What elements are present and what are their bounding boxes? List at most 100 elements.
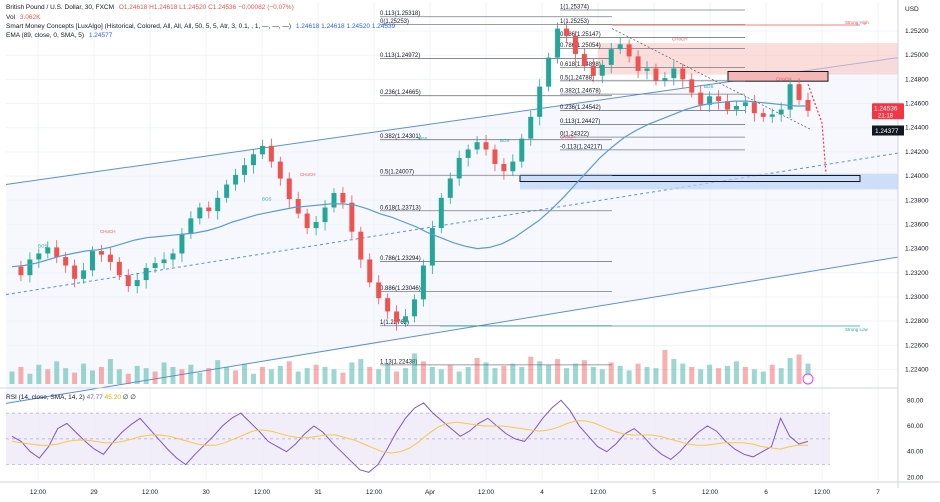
last-price-value: 1.24536: [874, 105, 898, 112]
price-axis-bg: [898, 0, 940, 502]
y-axis-tick-label: 1.24400: [905, 125, 929, 132]
volume-bar: [528, 356, 534, 384]
volume-bar: [537, 361, 543, 384]
volume-bar: [268, 369, 274, 384]
volume-bar: [152, 371, 158, 384]
channel-lower-line: [5, 256, 899, 404]
candle-body: [796, 84, 802, 100]
volume-bar: [438, 369, 444, 384]
volume-bar: [242, 363, 248, 384]
volume-bar: [179, 369, 185, 384]
candle-body: [161, 259, 167, 264]
fib-label-right: 1(1.25253): [560, 19, 589, 25]
rsi-value: 47.77: [86, 394, 103, 401]
candle-body: [385, 298, 391, 312]
candle-body: [125, 275, 131, 287]
fib-label-right: 0(1.24322): [560, 132, 589, 138]
volume-bar: [590, 367, 596, 384]
volume-bar: [277, 365, 283, 384]
volume-bar: [555, 359, 561, 384]
bos-label: BOS: [38, 243, 48, 248]
candle-body: [295, 199, 301, 214]
volume-bar: [572, 363, 578, 384]
x-axis-tick-label: 12:00: [254, 489, 271, 496]
volume-bar: [510, 363, 516, 384]
candle-body: [233, 174, 239, 185]
x-axis-tick-label: 7: [876, 489, 880, 496]
diagonal-projection-line: [611, 28, 813, 131]
volume-bar: [98, 367, 104, 384]
candle-body: [787, 84, 793, 110]
volume-bar: [250, 373, 256, 384]
rsi-ma-line: [11, 420, 808, 454]
candle-body: [27, 259, 33, 276]
volume-bar: [760, 371, 766, 384]
volume-bar: [483, 362, 489, 384]
x-axis-tick-label: 12:00: [702, 489, 719, 496]
candle-body: [769, 114, 775, 117]
volume-bar: [107, 359, 113, 384]
fib-label-left: 0(1.25253): [380, 19, 409, 25]
candle-body: [215, 197, 221, 212]
candle-body: [420, 265, 426, 300]
rsi-label[interactable]: RSI (14, close, SMA, 14, 2): [6, 394, 85, 401]
fib-label-right: 1(1.25374): [560, 4, 589, 10]
axis-currency-label: USD: [905, 6, 919, 13]
candle-body: [447, 178, 453, 198]
volume-bar: [72, 372, 78, 384]
rsi-ma-value: 45.20: [104, 394, 121, 401]
x-axis-tick-label: 12:00: [366, 489, 383, 496]
choch-label: CHoCH: [560, 135, 576, 140]
volume-bar: [27, 373, 33, 384]
candle-body: [465, 149, 471, 158]
ohlc-values: O1.24618 H1.24618 L1.24520 C1.24536 −0.0…: [118, 4, 294, 11]
y-axis-tick-label: 1.22600: [905, 342, 929, 349]
volume-bar: [259, 367, 265, 384]
volume-bar: [501, 365, 507, 384]
volume-bar: [197, 372, 203, 384]
candle-body: [528, 116, 534, 139]
volume-bar: [492, 368, 498, 384]
rsi-axis-tick-label: 60.00: [907, 423, 924, 430]
candle-body: [18, 266, 24, 276]
symbol-title[interactable]: British Pound / U.S. Dollar, 30, FXCM: [6, 4, 115, 11]
candle-body: [411, 299, 417, 317]
candle-body: [778, 109, 784, 115]
candle-body: [116, 261, 122, 276]
volume-bar: [215, 360, 221, 384]
y-axis-tick-label: 1.24600: [905, 101, 929, 108]
candle-body: [707, 96, 713, 105]
candle-body: [635, 56, 641, 71]
volume-bar: [63, 368, 69, 384]
fib-label-left: 0.786(1.23294): [380, 256, 421, 262]
smc-indicator-label[interactable]: Smart Money Concepts [LuxAlgo] (Historic…: [6, 23, 292, 30]
candle-body: [259, 145, 265, 155]
smc-legend: Smart Money Concepts [LuxAlgo] (Historic…: [6, 23, 398, 31]
volume-bar: [81, 363, 87, 384]
volume-bar: [447, 364, 453, 384]
fib-label-left: 0.236(1.24665): [380, 90, 421, 96]
bar-countdown: 21:18: [878, 113, 894, 119]
candle-body: [751, 102, 757, 114]
fib-label-right: 0.886(1.25147): [560, 32, 601, 38]
candle-body: [394, 311, 400, 323]
fib-label-right: 0.113(1.24427): [560, 119, 600, 125]
x-axis-tick-label: 12:00: [142, 489, 159, 496]
supply-box: [727, 71, 829, 82]
fib-label-left: 1(1.22762): [380, 320, 409, 326]
candle-body: [63, 257, 69, 266]
candle-body: [725, 101, 731, 110]
candle-body: [599, 64, 605, 76]
volume-bar: [349, 362, 355, 384]
candle-body: [438, 197, 444, 229]
volume-bar: [313, 364, 319, 384]
volume-bar: [689, 367, 695, 384]
ema-label[interactable]: EMA (89, close, 0, SMA, 5): [6, 32, 85, 39]
supply-zone: [598, 43, 898, 75]
candle-body: [626, 44, 632, 57]
volume-label[interactable]: Vol: [6, 14, 16, 21]
x-axis-tick-label: 4: [540, 489, 544, 496]
y-axis-tick-label: 1.25200: [905, 28, 929, 35]
y-axis-tick-label: 1.23400: [905, 246, 929, 253]
